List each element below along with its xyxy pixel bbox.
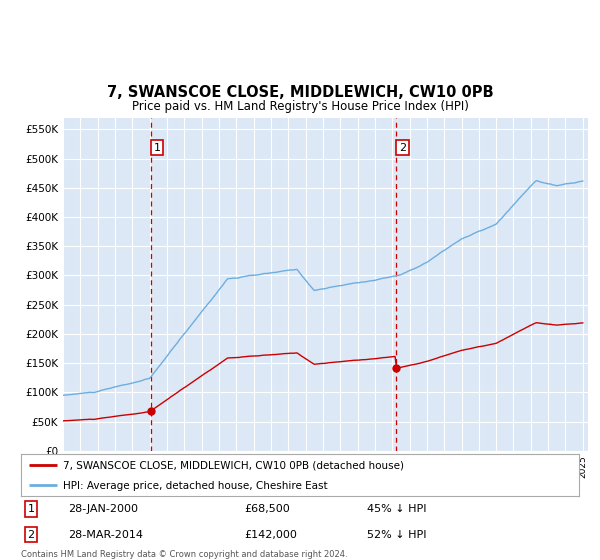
Text: £68,500: £68,500 bbox=[244, 504, 290, 514]
Text: HPI: Average price, detached house, Cheshire East: HPI: Average price, detached house, Ches… bbox=[63, 480, 328, 491]
Text: 45% ↓ HPI: 45% ↓ HPI bbox=[367, 504, 427, 514]
Text: Contains HM Land Registry data © Crown copyright and database right 2024.
This d: Contains HM Land Registry data © Crown c… bbox=[21, 550, 347, 560]
Text: 52% ↓ HPI: 52% ↓ HPI bbox=[367, 530, 427, 540]
Text: £142,000: £142,000 bbox=[244, 530, 297, 540]
Text: Price paid vs. HM Land Registry's House Price Index (HPI): Price paid vs. HM Land Registry's House … bbox=[131, 100, 469, 113]
Text: 2: 2 bbox=[28, 530, 35, 540]
Text: 1: 1 bbox=[154, 143, 160, 152]
Text: 1: 1 bbox=[28, 504, 35, 514]
Text: 2: 2 bbox=[399, 143, 406, 152]
Text: 7, SWANSCOE CLOSE, MIDDLEWICH, CW10 0PB: 7, SWANSCOE CLOSE, MIDDLEWICH, CW10 0PB bbox=[107, 85, 493, 100]
Text: 7, SWANSCOE CLOSE, MIDDLEWICH, CW10 0PB (detached house): 7, SWANSCOE CLOSE, MIDDLEWICH, CW10 0PB … bbox=[63, 460, 404, 470]
Text: 28-MAR-2014: 28-MAR-2014 bbox=[68, 530, 143, 540]
Text: 28-JAN-2000: 28-JAN-2000 bbox=[68, 504, 139, 514]
